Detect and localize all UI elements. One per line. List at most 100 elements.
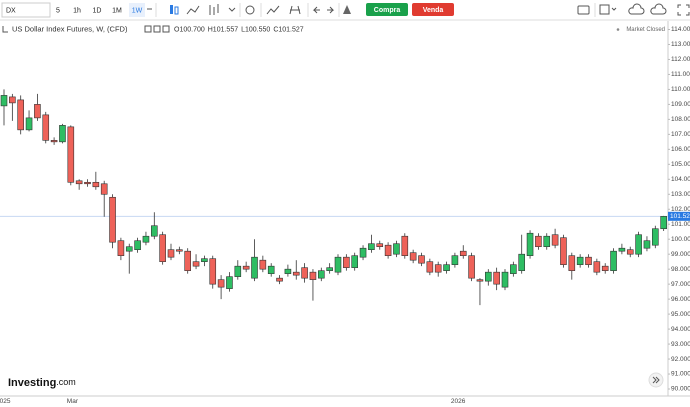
candle-body (184, 250, 191, 271)
settings-icon[interactable] (245, 5, 255, 15)
candle-body (468, 255, 475, 279)
candle-body (125, 246, 133, 252)
ohlc-label: H101.557 (208, 26, 238, 33)
y-tick-label: 104.000 (671, 176, 690, 183)
candle-body (226, 276, 233, 289)
y-tick-label: 103.000 (671, 191, 690, 198)
candle-body (459, 250, 467, 256)
layout-icon[interactable] (599, 4, 610, 15)
ohlc-label: O100.700 (174, 26, 205, 33)
candle-body (393, 243, 400, 255)
interval-button[interactable]: 1W (132, 7, 143, 14)
candle-body (159, 234, 166, 262)
candle-body (476, 279, 484, 282)
candle-body (276, 277, 283, 282)
candle-body (109, 196, 116, 243)
y-tick-label: 107.000 (671, 131, 690, 138)
y-tick-label: 96.000 (671, 296, 690, 303)
y-tick-label: 112.000 (671, 56, 690, 63)
candle-body (42, 114, 50, 141)
candle-body (100, 183, 108, 195)
save-icon[interactable] (628, 3, 645, 15)
alert-icon[interactable] (343, 5, 351, 14)
candle-body (201, 258, 208, 262)
collapse-icon[interactable] (2, 26, 8, 33)
candle-body (493, 271, 500, 285)
buy-label[interactable]: Compra (374, 7, 401, 14)
interval-button[interactable]: 1D (93, 7, 102, 14)
logo: Investing.com (8, 377, 76, 389)
indicators-icon[interactable] (186, 5, 200, 15)
candle-body (25, 117, 33, 131)
candle-body (359, 247, 367, 258)
tools-icon[interactable] (209, 4, 219, 15)
candle-body (176, 249, 183, 252)
candle-body (560, 237, 567, 265)
undo-icon[interactable] (312, 6, 320, 14)
y-tick-label: 99.000 (671, 251, 690, 258)
logo-suffix: .com (56, 377, 76, 387)
symbol-input[interactable] (1, 2, 51, 18)
candle-body (501, 271, 509, 288)
redo-icon[interactable] (327, 6, 335, 14)
candle-body (75, 180, 83, 185)
candle-body (618, 247, 626, 252)
interval-button[interactable]: 5 (56, 7, 60, 14)
status-dot (616, 28, 620, 31)
candle-body (134, 240, 141, 250)
candle-body (518, 253, 526, 271)
formula-icon[interactable] (289, 5, 301, 15)
candle-body (59, 125, 66, 143)
candle-body (568, 255, 576, 271)
interval-button[interactable]: 1h (73, 7, 81, 14)
market-status: Market Closed (626, 27, 665, 33)
candle-body (301, 267, 308, 279)
candle-body (284, 268, 292, 274)
candle-body (401, 235, 409, 256)
candle-body (259, 259, 267, 270)
sell-button[interactable] (412, 3, 454, 16)
y-tick-label: 110.000 (671, 86, 690, 93)
candle-body (635, 234, 642, 255)
interval-active[interactable] (129, 3, 145, 17)
candle-body (376, 243, 384, 247)
candle-body (9, 96, 16, 104)
candle-body (84, 181, 91, 185)
candle-body (601, 265, 609, 271)
y-tick-label: 106.000 (671, 146, 690, 153)
candle-body (593, 261, 601, 273)
dropdown-icon[interactable] (228, 7, 236, 12)
candle-body (551, 234, 559, 246)
candle-body (50, 140, 58, 143)
candle-body (660, 216, 667, 230)
candle-body (209, 258, 217, 285)
compare-icon[interactable] (266, 5, 280, 15)
candle-body (343, 256, 350, 268)
screenshot-icon[interactable] (577, 5, 590, 15)
buy-button[interactable] (366, 3, 408, 16)
logo-name: Investing (8, 377, 56, 389)
candle-body (267, 265, 275, 274)
symbol[interactable]: DX (6, 7, 16, 14)
load-icon[interactable] (650, 3, 667, 15)
candle-body (192, 261, 200, 267)
candle-body (510, 264, 517, 274)
legend-icons[interactable] (144, 25, 170, 33)
y-tick-label: 113.000 (671, 41, 690, 48)
scroll-icon[interactable] (652, 376, 660, 384)
chart-type-icon[interactable] (170, 5, 179, 15)
candle-body (326, 267, 333, 271)
fullscreen-icon[interactable] (677, 4, 690, 16)
dropdown-icon[interactable] (611, 7, 617, 11)
y-tick-label: 97.000 (671, 281, 690, 288)
last-price-box (668, 211, 690, 221)
candle-body (117, 240, 125, 256)
chart-title: US Dollar Index Futures, W, (CFD) (12, 24, 128, 33)
candle-body (151, 225, 158, 237)
candle-body (167, 249, 175, 258)
candle-body (418, 255, 425, 264)
sell-label[interactable]: Venda (423, 7, 444, 14)
interval-button[interactable]: 1M (112, 7, 122, 14)
